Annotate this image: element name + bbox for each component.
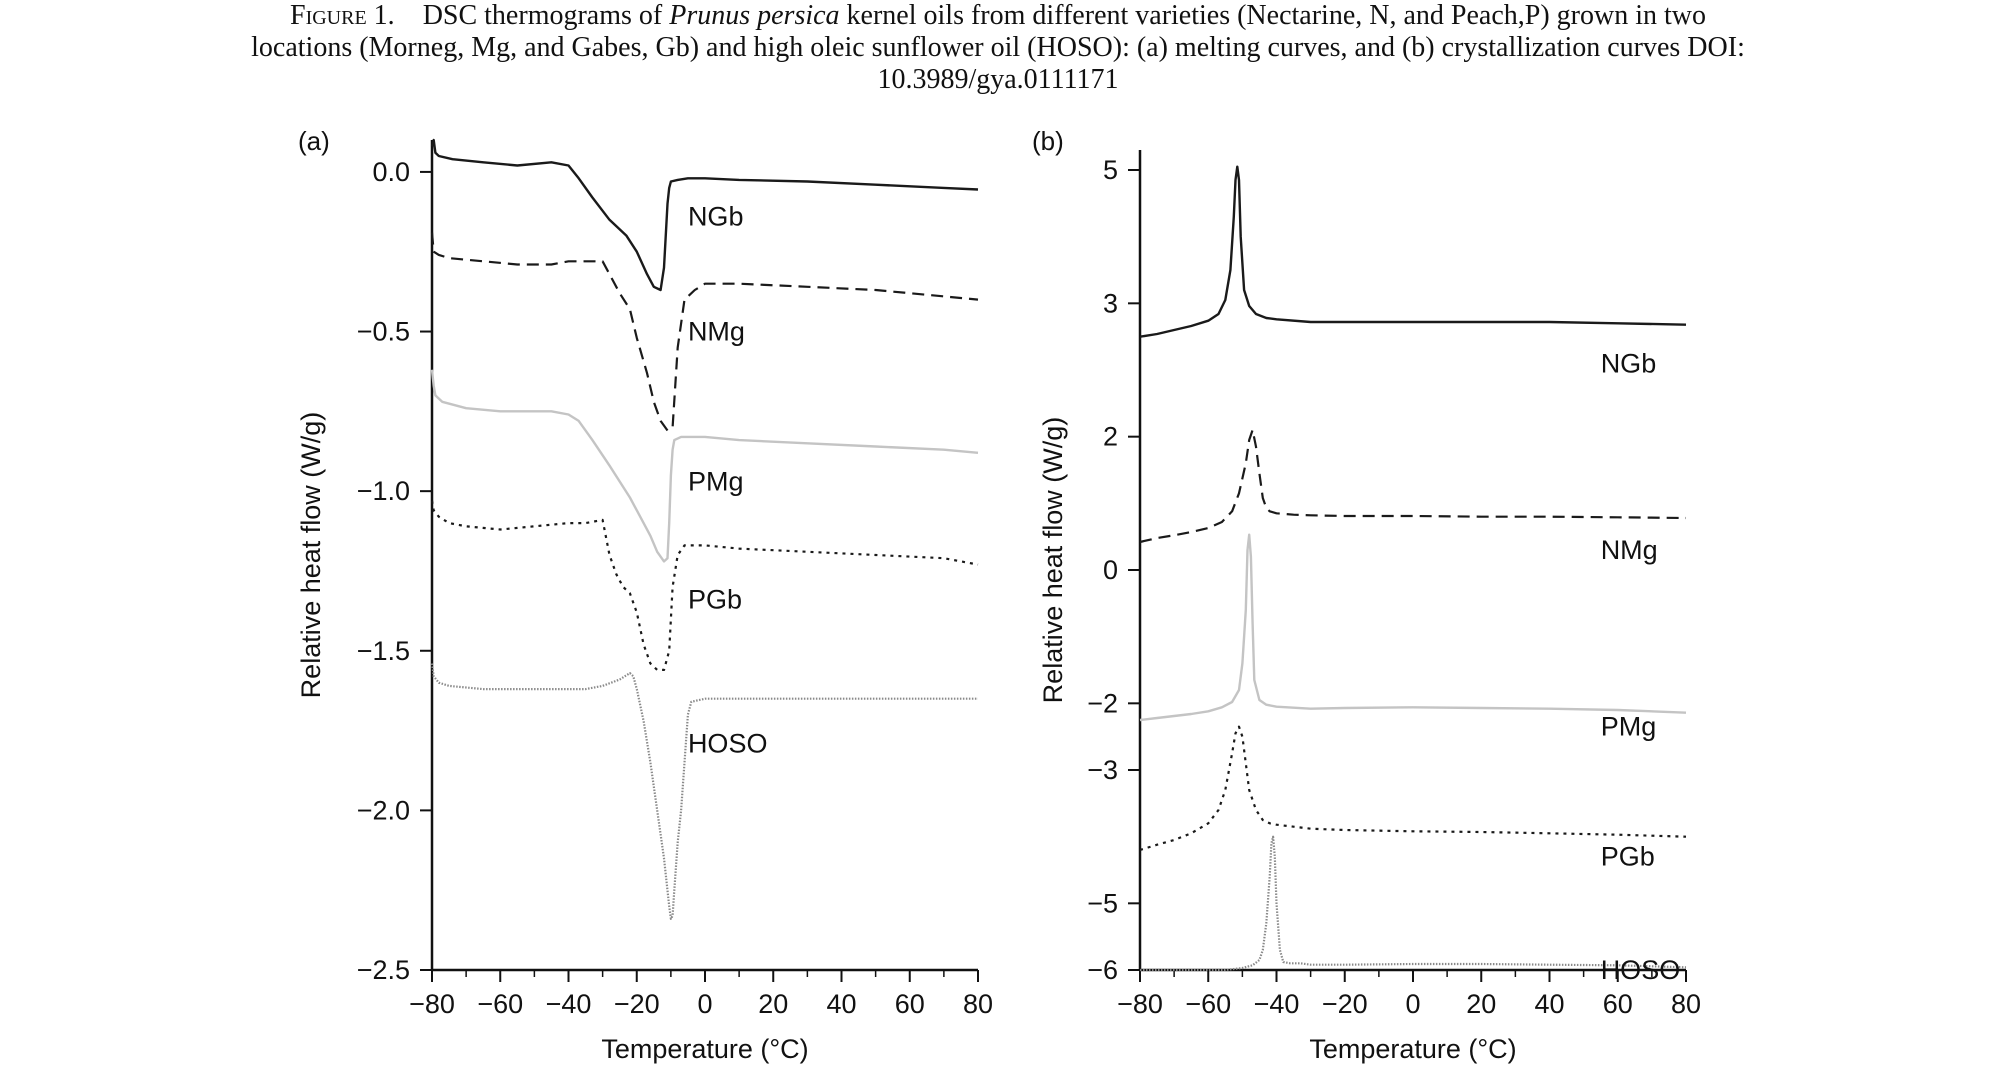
x-axis-title: Temperature (°C) [1309, 1034, 1516, 1064]
y-tick-label: 5 [1103, 155, 1118, 185]
x-tick-label: 60 [895, 989, 925, 1019]
y-tick-label: −5 [1087, 888, 1118, 918]
series-label-pgb: PGb [688, 585, 742, 615]
series-label-hoso: HOSO [1601, 955, 1681, 985]
series-label-pgb: PGb [1601, 842, 1655, 872]
series-line-nmg [430, 232, 979, 432]
x-tick-label: 80 [963, 989, 993, 1019]
series-line-nmg [1139, 428, 1687, 544]
series-line-hoso [430, 663, 978, 921]
figure-caption: Figure 1. DSC thermograms of Prunus pers… [0, 0, 1996, 96]
y-tick-label: 0.0 [372, 157, 410, 187]
series-line-pgb [1139, 725, 1687, 852]
x-tick-label: 60 [1603, 989, 1633, 1019]
x-tick-label: −20 [614, 989, 660, 1019]
y-tick-label: −6 [1087, 955, 1118, 985]
panel-a-melting-curves: (a) −80 −60 −40 −20 0 20 40 60 80 0.0 −0.5 −1.0 −1.5 −… [296, 126, 993, 1064]
series-line-hoso [1140, 835, 1687, 972]
caption-text-1b: kernel oils from different varieties (Ne… [839, 0, 1706, 31]
x-tick-label: −80 [1117, 989, 1163, 1019]
x-tick-label: −20 [1322, 989, 1368, 1019]
y-tick-label: 0 [1103, 555, 1118, 585]
y-tick-label: 3 [1103, 288, 1118, 318]
series-label-ngb: NGb [688, 202, 744, 232]
y-tick-label: −2.5 [357, 955, 410, 985]
series-label-hoso: HOSO [688, 728, 768, 758]
series-label-pmg: PMg [688, 467, 744, 497]
series-line-ngb [430, 138, 979, 292]
x-tick-label: 20 [1466, 989, 1496, 1019]
series-line-pmg [430, 369, 979, 563]
series-line-pmg [1139, 533, 1687, 722]
x-tick-label: 0 [1405, 989, 1420, 1019]
series-label-nmg: NMg [688, 317, 745, 347]
y-tick-label: −2 [1087, 688, 1118, 718]
y-tick-label: −3 [1087, 755, 1118, 785]
caption-line-3: 10.3989/gya.0111171 [877, 64, 1119, 95]
panel-b-crystallization-curves: (b)−80 −60 −40 −20 0 20 40 60 805320−2−3−5−6Temp… [1032, 126, 1701, 1064]
caption-line-1: Figure 1. DSC thermograms of Prunus pers… [0, 0, 1996, 32]
x-tick-label: 40 [826, 989, 856, 1019]
panel-label: (a) [298, 126, 330, 156]
series-label-pmg: PMg [1601, 712, 1657, 742]
y-axis-title: Relative heat flow (W/g) [296, 412, 326, 699]
caption-species-name: Prunus persica [669, 0, 840, 31]
x-tick-label: −60 [477, 989, 523, 1019]
y-tick-label: −1.5 [357, 636, 410, 666]
caption-text-1a: DSC thermograms of [422, 0, 670, 31]
y-axis-title: Relative heat flow (W/g) [1038, 417, 1068, 704]
figure-number: Figure 1. [290, 0, 395, 31]
y-tick-label: −0.5 [357, 317, 410, 347]
x-axis-title: Temperature (°C) [601, 1034, 808, 1064]
series-label-ngb: NGb [1601, 348, 1657, 378]
y-tick-label: −2.0 [357, 795, 410, 825]
series-label-nmg: NMg [1601, 535, 1658, 565]
x-tick-label: 80 [1671, 989, 1701, 1019]
series-line-ngb [1139, 165, 1687, 338]
x-tick-label: 0 [697, 989, 712, 1019]
y-tick-label: −1.0 [357, 476, 410, 506]
panel-label: (b) [1032, 126, 1064, 156]
x-tick-label: 40 [1534, 989, 1564, 1019]
y-tick-label: 2 [1103, 422, 1118, 452]
x-tick-label: −40 [546, 989, 592, 1019]
caption-line-2: locations (Morneg, Mg, and Gabes, Gb) an… [251, 32, 1745, 63]
x-tick-label: 20 [758, 989, 788, 1019]
x-tick-label: −80 [409, 989, 455, 1019]
x-tick-label: −40 [1254, 989, 1300, 1019]
x-tick-label: −60 [1185, 989, 1231, 1019]
